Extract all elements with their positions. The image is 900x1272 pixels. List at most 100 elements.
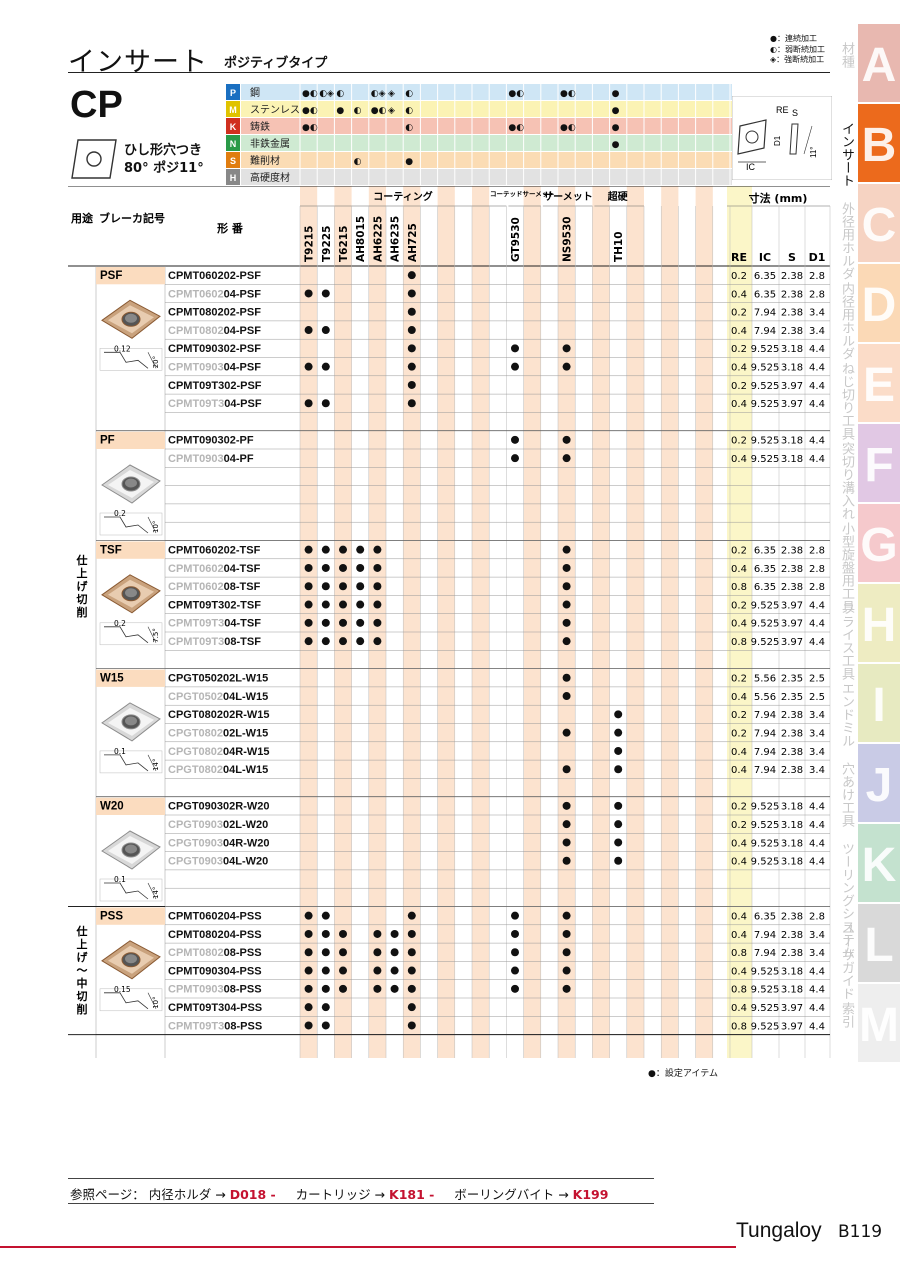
dim-s: 3.97 bbox=[781, 619, 803, 630]
part-number[interactable]: CPMT060208-TSF bbox=[168, 581, 261, 593]
dim-re: 0.8 bbox=[731, 637, 747, 648]
reference-link-d018[interactable]: D018 - bbox=[229, 1187, 276, 1202]
grade-t9225: T9225 bbox=[321, 226, 333, 262]
section-tab-f[interactable]: F bbox=[858, 424, 900, 502]
section-tab-h[interactable]: H bbox=[858, 584, 900, 662]
part-number[interactable]: CPGT090304R-W20 bbox=[168, 837, 270, 849]
dim-ic: 6.35 bbox=[754, 582, 776, 593]
part-number[interactable]: CPMT080202-PSF bbox=[168, 307, 261, 319]
part-number[interactable]: CPMT090304-PSF bbox=[168, 362, 261, 374]
dim-re: 0.4 bbox=[731, 838, 747, 849]
availability-dot bbox=[321, 1003, 330, 1012]
availability-dot bbox=[390, 948, 399, 957]
dim-d1: 4.4 bbox=[809, 600, 825, 611]
page-subtitle: ポジティブタイプ bbox=[224, 56, 328, 71]
part-number[interactable]: CPMT080204-PSF bbox=[168, 325, 261, 337]
availability-dot bbox=[407, 984, 416, 993]
reference-link-k181[interactable]: K181 - bbox=[389, 1187, 435, 1202]
dim-d1: 2.8 bbox=[809, 271, 825, 282]
part-number[interactable]: CPMT060202-PSF bbox=[168, 270, 261, 282]
dim-ic: 9.525 bbox=[751, 381, 780, 392]
material-symbol: ● bbox=[612, 106, 620, 116]
part-number[interactable]: CPMT09T304-PSF bbox=[168, 398, 262, 410]
part-number[interactable]: CPMT09T308-PSS bbox=[168, 1020, 262, 1032]
availability-dot bbox=[356, 600, 365, 609]
part-number[interactable]: CPGT090304L-W20 bbox=[168, 856, 268, 868]
reference-bottom-line bbox=[68, 1203, 654, 1204]
material-symbol: ● bbox=[612, 140, 620, 150]
availability-dot bbox=[562, 454, 571, 463]
section-tab-l[interactable]: L bbox=[858, 904, 900, 982]
availability-dot bbox=[511, 435, 519, 444]
dim-ic: 9.525 bbox=[751, 1021, 780, 1032]
part-number[interactable]: CPMT060204-PSS bbox=[168, 911, 262, 923]
material-label: 難削材 bbox=[250, 154, 280, 167]
part-number[interactable]: CPMT090304-PSS bbox=[168, 965, 262, 977]
usage-label-2: 仕上げ〜中切削 bbox=[76, 924, 89, 1016]
section-tab-letter: C bbox=[861, 199, 897, 252]
part-number[interactable]: CPMT060204-TSF bbox=[168, 563, 261, 575]
part-number[interactable]: CPMT09T304-TSF bbox=[168, 618, 261, 630]
part-number[interactable]: CPMT060204-PSF bbox=[168, 288, 261, 300]
section-tab-k[interactable]: K bbox=[858, 824, 900, 902]
part-number[interactable]: CPMT09T302-PSF bbox=[168, 380, 262, 392]
dim-s: 2.35 bbox=[781, 692, 803, 703]
part-number[interactable]: CPMT090302-PSF bbox=[168, 343, 261, 355]
reference-prefix: 参照ページ： bbox=[70, 1187, 145, 1202]
availability-dot bbox=[562, 435, 571, 444]
dim-d1: 4.4 bbox=[809, 1003, 825, 1014]
section-tab-i[interactable]: I bbox=[858, 664, 900, 742]
availability-dot bbox=[562, 929, 571, 938]
part-number[interactable]: CPMT060202-TSF bbox=[168, 545, 261, 557]
part-number[interactable]: CPGT080202R-W15 bbox=[168, 709, 270, 721]
material-code-bg bbox=[226, 169, 240, 185]
part-number[interactable]: CPGT090302R-W20 bbox=[168, 801, 270, 813]
section-tab-j[interactable]: J bbox=[858, 744, 900, 822]
dim-ic: 9.525 bbox=[751, 399, 780, 410]
section-tab-b[interactable]: B bbox=[858, 104, 900, 182]
part-number[interactable]: CPMT090304-PF bbox=[168, 453, 254, 465]
breaker-w20: W20 bbox=[100, 801, 124, 813]
section-tab-a[interactable]: A bbox=[858, 24, 900, 102]
dim-ic: 9.525 bbox=[751, 857, 780, 868]
availability-dot bbox=[511, 966, 519, 975]
section-tab-g[interactable]: G bbox=[858, 504, 900, 582]
availability-dot bbox=[562, 600, 571, 609]
breaker-label-bg bbox=[96, 907, 165, 925]
availability-dot bbox=[407, 344, 416, 353]
part-number[interactable]: CPMT090308-PSS bbox=[168, 984, 262, 996]
part-number[interactable]: CPMT080208-PSS bbox=[168, 947, 262, 959]
part-number[interactable]: CPGT080202L-W15 bbox=[168, 728, 268, 740]
section-tab-c[interactable]: C bbox=[858, 184, 900, 262]
availability-dot bbox=[407, 289, 416, 298]
part-number[interactable]: CPMT080204-PSS bbox=[168, 929, 262, 941]
availability-dot bbox=[511, 344, 519, 353]
part-number[interactable]: CPMT09T304-PSS bbox=[168, 1002, 262, 1014]
part-number[interactable]: CPGT050202L-W15 bbox=[168, 673, 268, 685]
breaker-tsf: TSF bbox=[100, 545, 122, 557]
legend-light-interrupted: ◐：弱断続加工 bbox=[770, 44, 825, 54]
insert-shape-icon bbox=[68, 136, 120, 186]
part-number[interactable]: CPGT080204L-W15 bbox=[168, 764, 268, 776]
reference-link-k199[interactable]: K199 bbox=[572, 1187, 609, 1202]
grade-gt9530: GT9530 bbox=[510, 217, 522, 262]
section-tab-d[interactable]: D bbox=[858, 264, 900, 342]
availability-dot bbox=[614, 728, 623, 737]
dim-d1: 4.4 bbox=[809, 966, 825, 977]
material-row-bg bbox=[241, 169, 732, 185]
availability-dot bbox=[562, 563, 571, 572]
material-symbol: ●◐ bbox=[302, 89, 318, 99]
part-number[interactable]: CPGT080204R-W15 bbox=[168, 746, 270, 758]
section-tab-m[interactable]: M bbox=[858, 984, 900, 1062]
availability-dot bbox=[407, 966, 416, 975]
part-number[interactable]: CPMT09T308-TSF bbox=[168, 636, 261, 648]
material-symbol: ◈ bbox=[388, 89, 395, 99]
part-number[interactable]: CPMT09T302-TSF bbox=[168, 599, 261, 611]
availability-dot bbox=[304, 600, 313, 609]
part-number[interactable]: CPGT050204L-W15 bbox=[168, 691, 268, 703]
section-tab-e[interactable]: E bbox=[858, 344, 900, 422]
part-number[interactable]: CPMT090302-PF bbox=[168, 435, 254, 447]
part-number[interactable]: CPGT090302L-W20 bbox=[168, 819, 268, 831]
availability-dot bbox=[339, 948, 347, 957]
availability-dot bbox=[356, 582, 365, 591]
